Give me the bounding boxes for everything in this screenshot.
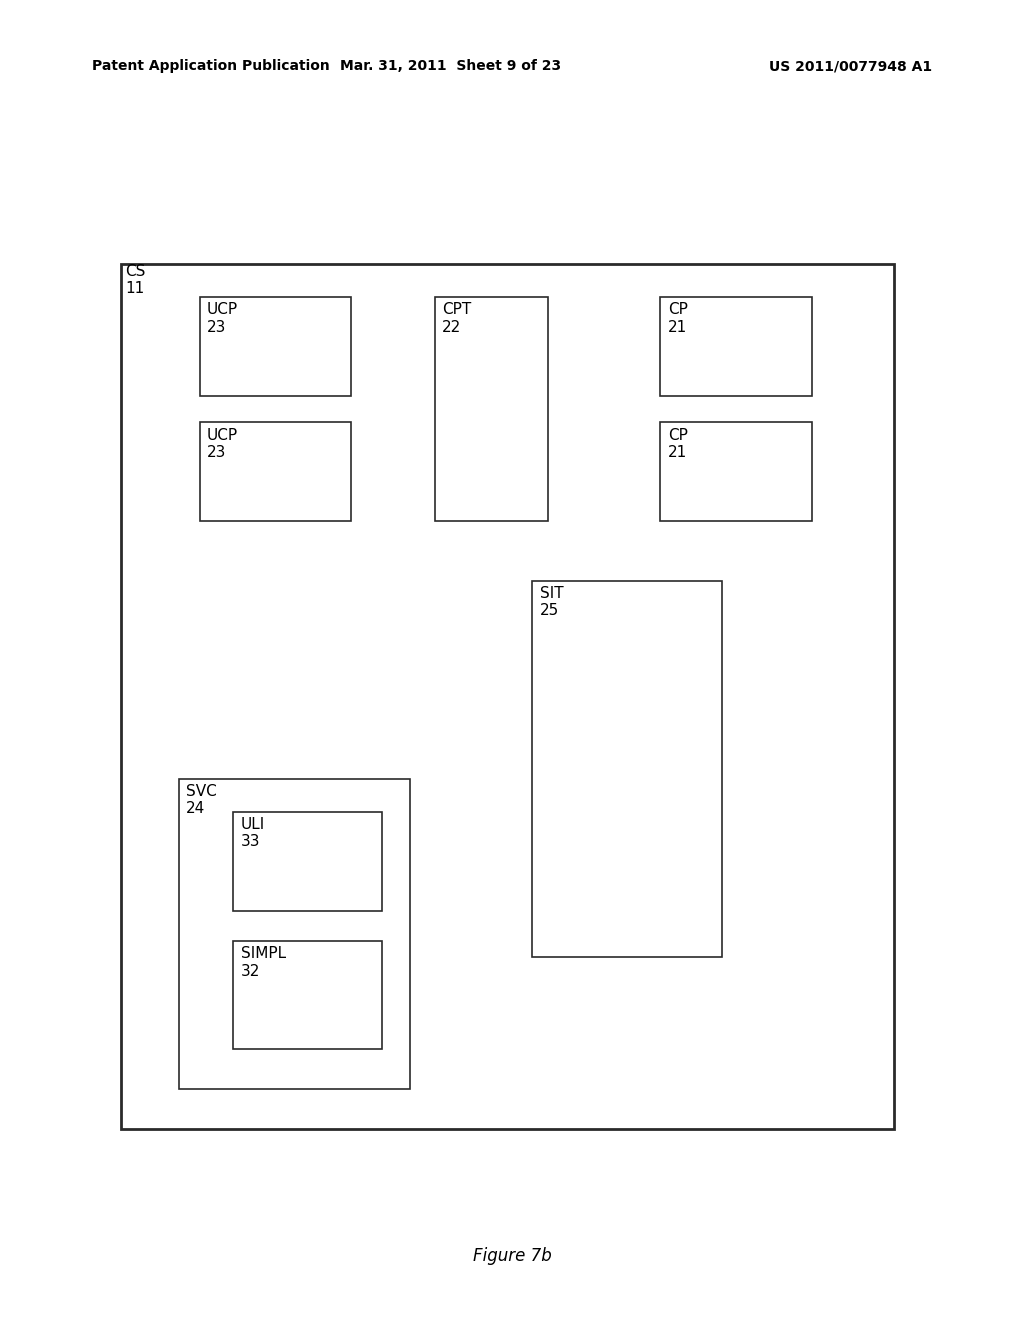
Bar — [233, 812, 382, 911]
Bar — [200, 297, 351, 396]
Text: Mar. 31, 2011  Sheet 9 of 23: Mar. 31, 2011 Sheet 9 of 23 — [340, 59, 561, 74]
Bar — [200, 422, 351, 521]
Bar — [532, 581, 722, 957]
Text: SVC
24: SVC 24 — [186, 784, 217, 817]
Text: CPT
22: CPT 22 — [442, 302, 472, 335]
Text: SIT
25: SIT 25 — [540, 586, 563, 619]
Bar — [660, 422, 812, 521]
Bar — [233, 941, 382, 1049]
Text: ULI
33: ULI 33 — [241, 817, 265, 850]
Text: CS
11: CS 11 — [125, 264, 145, 297]
Bar — [179, 779, 410, 1089]
Text: UCP
23: UCP 23 — [207, 428, 238, 461]
Text: CP
21: CP 21 — [668, 302, 687, 335]
Text: CP
21: CP 21 — [668, 428, 687, 461]
Text: Patent Application Publication: Patent Application Publication — [92, 59, 330, 74]
Bar — [435, 297, 548, 521]
Text: Figure 7b: Figure 7b — [473, 1247, 551, 1266]
Text: SIMPL
32: SIMPL 32 — [241, 946, 286, 979]
Bar — [121, 264, 894, 1129]
Text: US 2011/0077948 A1: US 2011/0077948 A1 — [769, 59, 932, 74]
Text: UCP
23: UCP 23 — [207, 302, 238, 335]
Bar — [660, 297, 812, 396]
